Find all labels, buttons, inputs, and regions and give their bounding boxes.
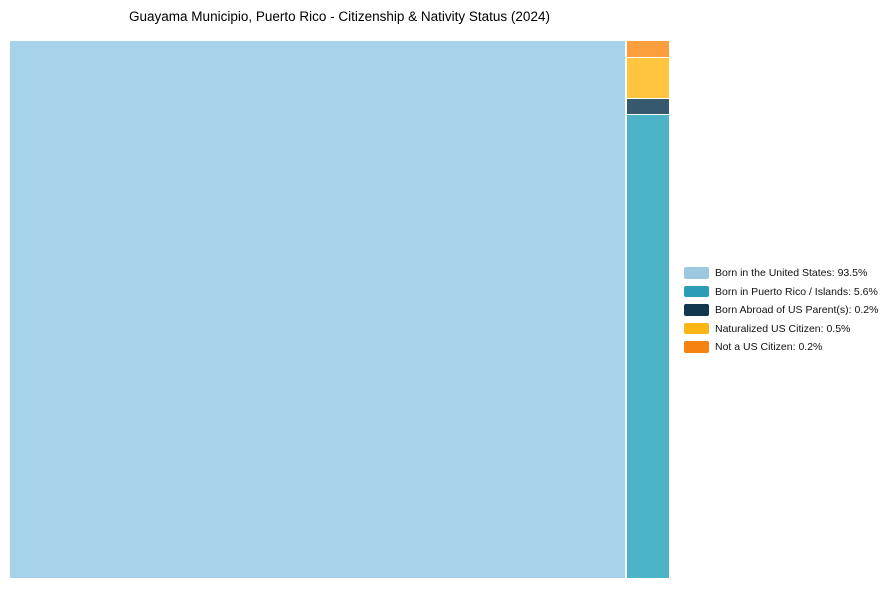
legend: Born in the United States: 93.5% Born in … (684, 267, 878, 360)
legend-label: Naturalized US Citizen: 0.5% (715, 322, 851, 335)
treemap-tile-naturalized-us-citizen[interactable] (627, 57, 669, 98)
legend-label: Born in Puerto Rico / Islands: 5.6% (715, 285, 878, 298)
legend-label: Born in the United States: 93.5% (715, 267, 868, 279)
legend-item[interactable]: Born in the United States: 93.5% (684, 267, 878, 279)
legend-item[interactable]: Not a US Citizen: 0.2% (684, 341, 878, 353)
treemap-tile-not-a-us-citizen[interactable] (627, 41, 669, 57)
legend-label: Born Abroad of US Parent(s): 0.2% (715, 304, 879, 316)
treemap (10, 41, 669, 578)
legend-swatch (684, 322, 709, 335)
legend-swatch (684, 285, 709, 298)
chart-title: Guayama Municipio, Puerto Rico - Citizen… (129, 9, 550, 24)
legend-item[interactable]: Born in Puerto Rico / Islands: 5.6% (684, 286, 878, 298)
legend-swatch (684, 304, 709, 316)
legend-label: Not a US Citizen: 0.2% (715, 341, 823, 353)
legend-item[interactable]: Naturalized US Citizen: 0.5% (684, 323, 878, 335)
treemap-tile-born-in-puerto-rico-islands[interactable] (627, 115, 669, 578)
treemap-tile-born-abroad-of-us-parent-s[interactable] (627, 98, 669, 115)
legend-swatch (684, 341, 709, 353)
legend-item[interactable]: Born Abroad of US Parent(s): 0.2% (684, 304, 878, 316)
legend-swatch (684, 267, 709, 279)
treemap-tile-born-in-the-united-states[interactable] (10, 41, 626, 578)
